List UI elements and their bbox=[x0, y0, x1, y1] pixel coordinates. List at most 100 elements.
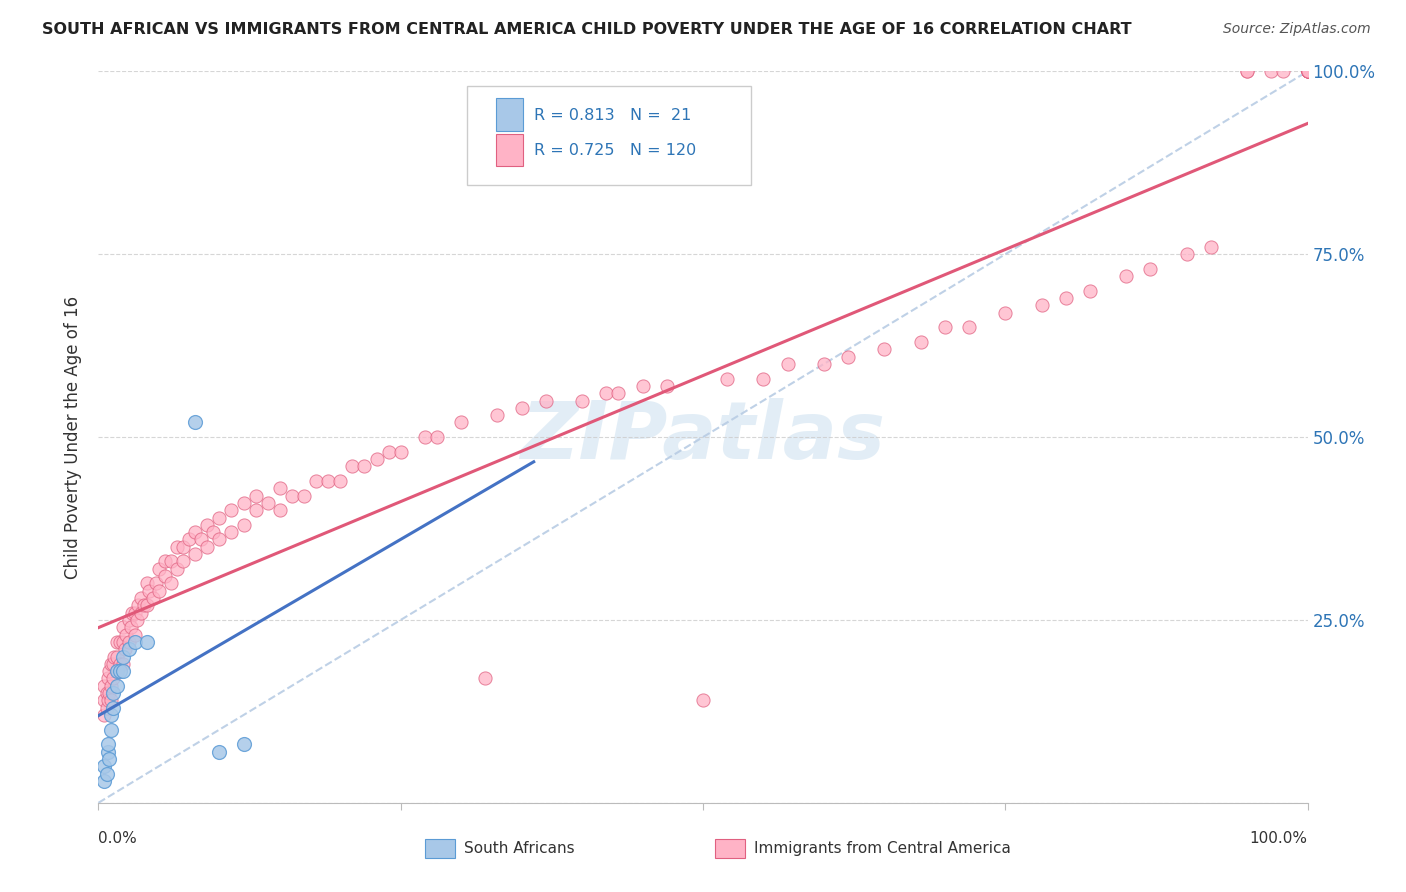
Point bbox=[97, 737, 120, 751]
Point bbox=[994, 306, 1017, 320]
Point bbox=[108, 635, 131, 649]
Point bbox=[1236, 64, 1258, 78]
Point bbox=[486, 408, 509, 422]
Point bbox=[232, 496, 254, 510]
Point bbox=[1296, 64, 1319, 78]
FancyBboxPatch shape bbox=[467, 86, 751, 185]
Point bbox=[93, 679, 115, 693]
Point bbox=[1272, 64, 1295, 78]
Point bbox=[221, 503, 243, 517]
Point bbox=[118, 635, 141, 649]
Point bbox=[208, 533, 231, 547]
Text: ZIPatlas: ZIPatlas bbox=[520, 398, 886, 476]
Point bbox=[1296, 64, 1319, 78]
Point bbox=[934, 320, 956, 334]
Point bbox=[752, 371, 775, 385]
Point bbox=[595, 386, 617, 401]
Point bbox=[1139, 261, 1161, 276]
Point bbox=[108, 664, 131, 678]
Point bbox=[118, 613, 141, 627]
Point bbox=[1236, 64, 1258, 78]
Point bbox=[135, 599, 157, 613]
Point bbox=[111, 657, 134, 671]
Point bbox=[474, 672, 496, 686]
Point bbox=[208, 745, 231, 759]
Point bbox=[111, 620, 134, 634]
Point bbox=[450, 416, 472, 430]
Bar bbox=[716, 839, 745, 858]
Point bbox=[607, 386, 630, 401]
Point bbox=[135, 576, 157, 591]
Point bbox=[96, 686, 118, 700]
Point bbox=[329, 474, 352, 488]
Point bbox=[148, 583, 170, 598]
Point bbox=[208, 510, 231, 524]
Point bbox=[245, 489, 267, 503]
Point bbox=[100, 723, 122, 737]
Point bbox=[101, 657, 124, 671]
Point bbox=[93, 773, 115, 788]
Point bbox=[1260, 64, 1282, 78]
Point bbox=[101, 686, 124, 700]
Point bbox=[316, 474, 339, 488]
Text: South Africans: South Africans bbox=[464, 841, 574, 856]
Text: Source: ZipAtlas.com: Source: ZipAtlas.com bbox=[1223, 22, 1371, 37]
Bar bbox=[496, 98, 523, 131]
Point bbox=[1078, 284, 1101, 298]
Point bbox=[103, 649, 125, 664]
Point bbox=[1175, 247, 1198, 261]
Point bbox=[776, 357, 799, 371]
Point bbox=[245, 503, 267, 517]
Point bbox=[571, 393, 593, 408]
Point bbox=[166, 540, 188, 554]
Point bbox=[232, 517, 254, 532]
Point bbox=[129, 606, 152, 620]
Point bbox=[97, 672, 120, 686]
Bar bbox=[425, 839, 456, 858]
Point bbox=[100, 679, 122, 693]
Text: 0.0%: 0.0% bbox=[98, 831, 138, 846]
Point bbox=[100, 657, 122, 671]
Text: R = 0.725   N = 120: R = 0.725 N = 120 bbox=[534, 143, 696, 158]
Point bbox=[127, 599, 149, 613]
Point bbox=[93, 708, 115, 723]
Point bbox=[873, 343, 896, 357]
Point bbox=[124, 627, 146, 641]
Point bbox=[281, 489, 304, 503]
Point bbox=[184, 547, 207, 561]
Point bbox=[121, 606, 143, 620]
Point bbox=[129, 591, 152, 605]
Point bbox=[101, 700, 124, 714]
Point bbox=[426, 430, 449, 444]
Point bbox=[202, 525, 225, 540]
Point bbox=[124, 635, 146, 649]
Point bbox=[142, 591, 165, 605]
Point bbox=[100, 693, 122, 707]
Point bbox=[96, 766, 118, 780]
Point bbox=[115, 627, 138, 641]
Point bbox=[184, 416, 207, 430]
Point bbox=[221, 525, 243, 540]
Point bbox=[1296, 64, 1319, 78]
Point bbox=[292, 489, 315, 503]
Point bbox=[190, 533, 212, 547]
Point bbox=[389, 444, 412, 458]
Point bbox=[105, 664, 128, 678]
Y-axis label: Child Poverty Under the Age of 16: Child Poverty Under the Age of 16 bbox=[65, 295, 83, 579]
Point bbox=[510, 401, 533, 415]
Point bbox=[957, 320, 980, 334]
Point bbox=[269, 503, 291, 517]
Point bbox=[111, 664, 134, 678]
Point bbox=[93, 693, 115, 707]
Point bbox=[105, 649, 128, 664]
Point bbox=[97, 745, 120, 759]
Point bbox=[124, 606, 146, 620]
Point bbox=[138, 583, 160, 598]
Point bbox=[111, 635, 134, 649]
Point bbox=[105, 679, 128, 693]
Point bbox=[172, 554, 194, 568]
Point bbox=[111, 649, 134, 664]
Point bbox=[195, 540, 218, 554]
Point bbox=[837, 350, 859, 364]
Point bbox=[256, 496, 278, 510]
